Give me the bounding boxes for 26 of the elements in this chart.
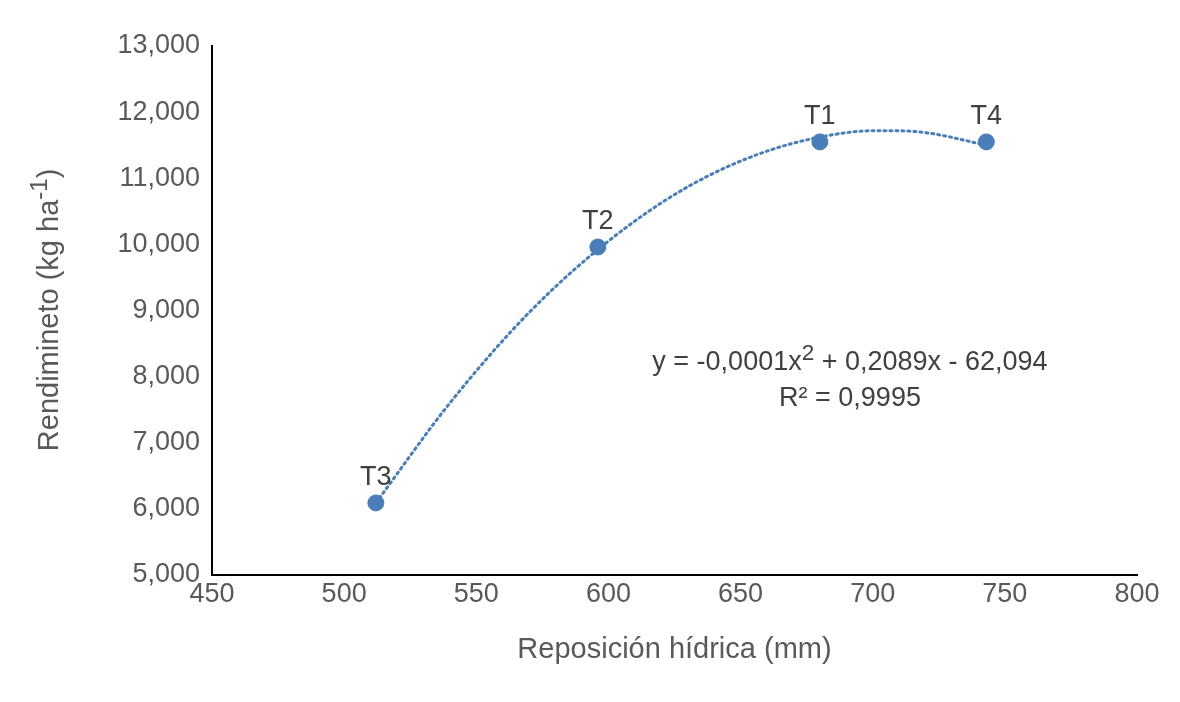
x-axis-title: Reposición hídrica (mm) [516,632,833,665]
point [977,133,995,151]
y-tick-label: 13,000 [117,29,200,60]
x-tick-label: 700 [850,577,896,608]
y-tick-label: 6,000 [132,492,200,523]
data-label: T4 [970,99,1003,130]
data-label: T3 [360,460,392,491]
data-label: T2 [582,204,614,235]
x-tick-label: 750 [982,577,1028,608]
x-tick-label: 550 [453,577,499,608]
point [367,494,385,512]
x-tick-label: 650 [718,577,764,608]
y-tick-label: 9,000 [132,293,200,324]
y-tick-label: 11,000 [119,161,200,192]
x-tick-label: 800 [1114,577,1160,608]
y-tick-label: 8,000 [132,360,200,391]
y-tick-label: 10,000 [117,227,200,258]
annotation: y = -0,0001x$^{2}$ + 0,2089x - 62,094 [652,340,1048,376]
y-tick-label: 7,000 [132,426,200,457]
x-tick-label: 600 [585,577,631,608]
data-label: T1 [804,99,836,130]
annotation: R² = 0,9995 [779,382,921,412]
x-tick-label: 500 [321,577,367,608]
y-tick-label: 12,000 [117,95,200,126]
point [811,133,829,151]
point [589,238,607,256]
